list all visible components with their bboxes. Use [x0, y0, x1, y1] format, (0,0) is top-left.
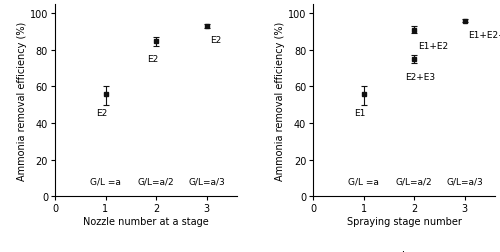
Text: a: a — [142, 250, 150, 252]
Text: G/L=a/3: G/L=a/3 — [188, 177, 225, 186]
Text: E2: E2 — [96, 109, 108, 118]
Text: b: b — [400, 250, 407, 252]
Text: G/L =a: G/L =a — [90, 177, 121, 186]
X-axis label: Spraying stage number: Spraying stage number — [346, 216, 462, 226]
Text: G/L =a: G/L =a — [348, 177, 379, 186]
Text: E2: E2 — [147, 54, 158, 63]
X-axis label: Nozzle number at a stage: Nozzle number at a stage — [83, 216, 209, 226]
Text: G/L=a/3: G/L=a/3 — [446, 177, 483, 186]
Text: G/L=a/2: G/L=a/2 — [396, 177, 432, 186]
Text: E1+E2+E3: E1+E2+E3 — [468, 30, 500, 40]
Text: G/L=a/2: G/L=a/2 — [138, 177, 174, 186]
Text: E1: E1 — [354, 109, 366, 118]
Text: E1+E2: E1+E2 — [418, 42, 448, 50]
Text: E2: E2 — [210, 36, 222, 45]
Y-axis label: Ammonia removal efficiency (%): Ammonia removal efficiency (%) — [275, 21, 285, 180]
Text: E2+E3: E2+E3 — [405, 73, 435, 81]
Y-axis label: Ammonia removal efficiency (%): Ammonia removal efficiency (%) — [17, 21, 27, 180]
